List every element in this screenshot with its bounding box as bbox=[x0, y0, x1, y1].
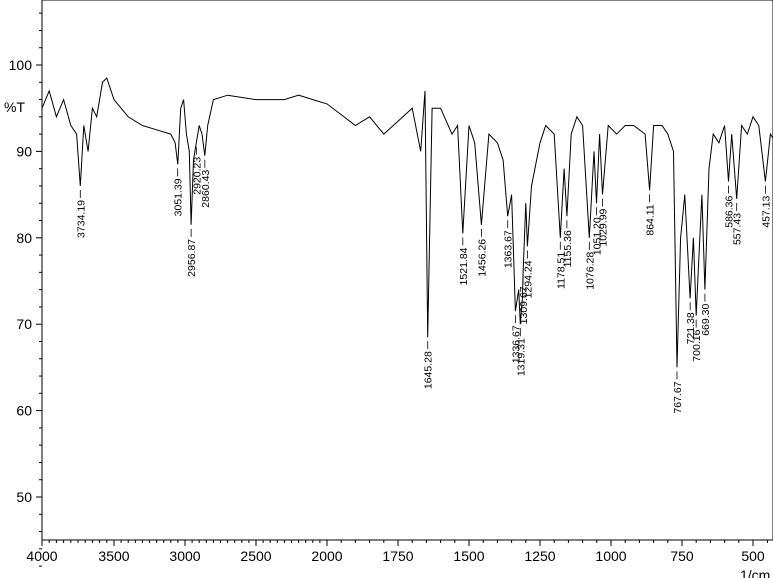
y-tick-label: 50 bbox=[16, 489, 32, 505]
peak-label: 457.13 bbox=[760, 195, 772, 227]
y-tick-label: 80 bbox=[16, 230, 32, 246]
y-tick-label: 70 bbox=[16, 316, 32, 332]
peak-label: 864.11 bbox=[645, 204, 657, 235]
x-tick-label: 750 bbox=[670, 548, 694, 564]
x-tick-label: 1500 bbox=[453, 548, 484, 564]
spectrum-line bbox=[42, 78, 773, 367]
x-tick-label: 3500 bbox=[98, 548, 129, 564]
x-tick-label: 1750 bbox=[382, 548, 413, 564]
y-axis-label: %T bbox=[4, 99, 25, 115]
peak-label: 767.67 bbox=[672, 381, 684, 413]
peak-label: 1029.99 bbox=[597, 208, 609, 246]
peak-annotations: 3734.193051.392956.872920.232860.431645.… bbox=[75, 147, 773, 414]
peak-label: 1456.26 bbox=[476, 239, 488, 277]
x-tick-label: 2000 bbox=[311, 548, 342, 564]
peak-label: 3734.19 bbox=[75, 200, 87, 238]
x-tick-label: 4000 bbox=[26, 548, 57, 564]
peak-label: 1155.36 bbox=[562, 230, 574, 267]
x-axis-label: 1/cm bbox=[740, 567, 770, 578]
peak-label: 1363.67 bbox=[503, 230, 515, 268]
peak-label: 1294.24 bbox=[522, 260, 534, 298]
y-tick-label: 100 bbox=[9, 57, 33, 73]
x-tick-label: 1000 bbox=[595, 548, 626, 564]
axis-ticks: 4000 3500 3000 2500 2000 1750 1500 1250 1000 750 5… bbox=[9, 13, 768, 566]
plot-frame bbox=[42, 0, 773, 540]
peak-label: 557.43 bbox=[732, 213, 744, 245]
y-tick-label: 90 bbox=[16, 143, 32, 159]
peak-label: 3051.39 bbox=[173, 178, 185, 216]
peak-label: 2956.87 bbox=[186, 239, 198, 277]
y-tick-label: 60 bbox=[16, 403, 32, 419]
peak-label: 1076.28 bbox=[584, 252, 596, 290]
peak-label: 669.30 bbox=[700, 303, 712, 335]
peak-label: 2860.43 bbox=[200, 170, 212, 208]
x-tick-label: 1250 bbox=[524, 548, 555, 564]
x-tick-label: 500 bbox=[741, 548, 765, 564]
x-tick-label: 3000 bbox=[169, 548, 200, 564]
peak-label: 1319.31 bbox=[515, 338, 527, 376]
peak-label: 1521.84 bbox=[458, 247, 470, 285]
x-tick-label: 2500 bbox=[240, 548, 271, 564]
peak-label: 1645.28 bbox=[423, 351, 435, 389]
